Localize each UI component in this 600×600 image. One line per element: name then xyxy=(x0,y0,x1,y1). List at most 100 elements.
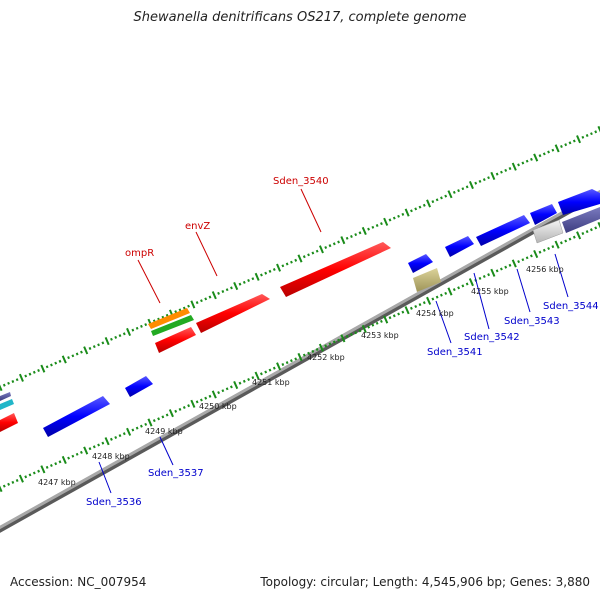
gene-feature-right-navy[interactable] xyxy=(562,207,600,233)
gene-Sden_3537-arrow[interactable] xyxy=(125,376,153,397)
minor-tick xyxy=(581,135,585,139)
gene-feature-left-cyan[interactable] xyxy=(0,399,14,410)
major-tick xyxy=(533,249,539,259)
minor-tick xyxy=(487,176,490,180)
major-tick xyxy=(511,162,517,171)
minor-tick xyxy=(478,276,482,280)
gene-Sden_3542-arrow[interactable] xyxy=(445,236,474,257)
major-tick xyxy=(18,474,24,483)
minor-tick xyxy=(187,404,191,408)
minor-tick xyxy=(358,231,362,235)
minor-tick xyxy=(547,150,550,154)
major-tick xyxy=(126,327,132,336)
gene-Sden_3536-arrow[interactable] xyxy=(43,396,110,437)
minor-tick xyxy=(495,269,499,273)
minor-tick xyxy=(521,161,525,165)
gene-feature-gray[interactable] xyxy=(532,219,564,244)
gene-label-Sden_3543[interactable]: Sden_3543 xyxy=(504,316,560,327)
gene-label-Sden_3537[interactable]: Sden_3537 xyxy=(148,468,204,479)
minor-tick xyxy=(37,369,40,372)
leader-envZ xyxy=(195,231,218,277)
gene-envZ-arrow[interactable] xyxy=(196,294,270,333)
gene-label-envZ[interactable]: envZ xyxy=(185,221,210,232)
minor-tick xyxy=(367,325,371,329)
gene-Sden_3540-arrow[interactable] xyxy=(280,242,391,297)
minor-tick xyxy=(204,396,208,400)
minor-tick xyxy=(504,168,508,172)
minor-tick xyxy=(392,314,396,318)
major-tick xyxy=(0,485,3,493)
minor-tick xyxy=(221,290,225,293)
major-tick xyxy=(233,281,239,291)
minor-tick xyxy=(444,194,448,198)
minor-tick xyxy=(542,152,546,156)
leader-Sden_3536 xyxy=(98,461,112,494)
scale-label: 4250 kbp xyxy=(199,402,237,411)
minor-tick xyxy=(11,380,15,383)
minor-tick xyxy=(521,258,525,262)
minor-tick xyxy=(328,244,332,248)
accession-text: Accession: NC_007954 xyxy=(10,575,147,589)
minor-tick xyxy=(508,263,512,267)
minor-tick xyxy=(350,235,353,238)
minor-tick xyxy=(332,242,336,246)
gene-ompR-arrow[interactable] xyxy=(155,327,196,353)
minor-tick xyxy=(204,297,208,301)
gene-feature-right-blue[interactable] xyxy=(558,189,600,215)
major-tick xyxy=(383,315,389,324)
minor-tick xyxy=(225,387,229,391)
gene-Sden_3544-arrow[interactable] xyxy=(530,204,557,225)
major-tick xyxy=(0,384,3,392)
gene-Sden_3543-arrow[interactable] xyxy=(476,215,530,246)
leader-Sden_3542 xyxy=(473,272,490,330)
major-tick xyxy=(383,217,389,226)
gene-label-Sden_3540[interactable]: Sden_3540 xyxy=(273,176,329,187)
minor-tick xyxy=(75,452,79,456)
minor-tick xyxy=(401,310,405,314)
minor-tick xyxy=(397,214,400,218)
minor-tick xyxy=(397,312,401,316)
minor-tick xyxy=(530,157,533,161)
minor-tick xyxy=(264,271,268,275)
gene-Sden_3541-arrow[interactable] xyxy=(408,254,433,273)
major-tick xyxy=(490,171,496,180)
gene-feature-olive[interactable] xyxy=(413,268,441,292)
gene-feature-orange[interactable] xyxy=(148,308,190,329)
minor-tick xyxy=(135,326,139,330)
minor-tick xyxy=(140,324,143,328)
minor-tick xyxy=(465,185,469,189)
minor-tick xyxy=(581,232,585,235)
gene-label-ompR[interactable]: ompR xyxy=(125,248,154,259)
minor-tick xyxy=(50,363,53,367)
major-tick xyxy=(361,324,367,334)
major-tick xyxy=(297,352,303,362)
minor-tick xyxy=(285,262,289,266)
major-tick xyxy=(426,296,432,305)
minor-tick xyxy=(88,346,92,350)
gene-feature-left-navy[interactable] xyxy=(0,392,11,401)
major-tick xyxy=(104,437,110,446)
major-tick xyxy=(61,455,67,465)
gene-feature-left-red[interactable] xyxy=(0,413,18,432)
major-tick xyxy=(511,259,517,268)
minor-tick xyxy=(354,331,358,335)
gene-label-Sden_3541[interactable]: Sden_3541 xyxy=(427,347,483,358)
minor-tick xyxy=(328,342,332,346)
gene-feature-green[interactable] xyxy=(151,315,194,336)
minor-tick xyxy=(272,267,276,272)
minor-tick xyxy=(259,372,263,376)
minor-tick xyxy=(302,353,306,357)
minor-tick xyxy=(165,413,169,417)
minor-tick xyxy=(307,253,310,257)
gene-label-Sden_3544[interactable]: Sden_3544 xyxy=(543,301,599,312)
gene-label-Sden_3536[interactable]: Sden_3536 xyxy=(86,497,142,508)
minor-tick xyxy=(495,172,499,176)
gene-label-Sden_3542[interactable]: Sden_3542 xyxy=(464,332,520,343)
major-tick xyxy=(297,254,303,263)
minor-tick xyxy=(229,385,233,389)
minor-tick xyxy=(594,226,598,230)
minor-tick xyxy=(281,264,285,268)
minor-tick xyxy=(345,334,349,338)
scale-label: 4247 kbp xyxy=(38,478,76,487)
